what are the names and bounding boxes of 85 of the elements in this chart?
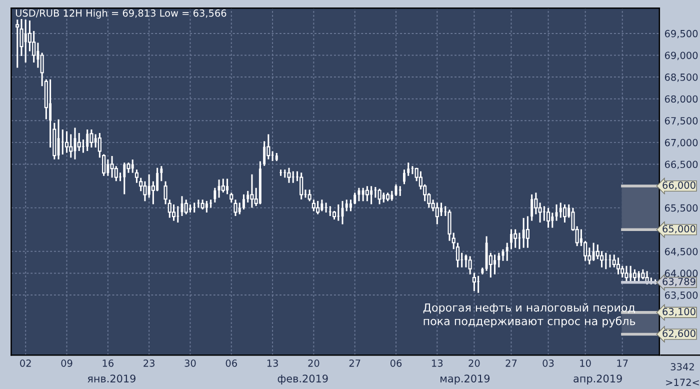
- text: >172<: [666, 378, 699, 386]
- y-tick-label: 65,500: [664, 204, 698, 213]
- x-tick-label: 23: [144, 359, 154, 367]
- y-tick-label: 64,000: [664, 270, 698, 278]
- candlestick: [90, 129, 94, 148]
- y-tick-label: 67,000: [664, 138, 698, 148]
- x-tick-label: 20: [468, 359, 480, 367]
- candlestick: [188, 204, 192, 213]
- candlestick: [184, 200, 188, 214]
- candlestick: [538, 202, 542, 223]
- candlestick: [110, 156, 114, 178]
- candlestick: [324, 202, 328, 213]
- candlestick: [506, 242, 508, 261]
- candlestick: [546, 208, 550, 228]
- ref-line-label: 63,789: [662, 278, 696, 286]
- ref-line-label: 63,100: [662, 308, 696, 316]
- candlestick: [300, 172, 304, 200]
- candlestick: [143, 181, 147, 202]
- candlestick: [205, 200, 208, 213]
- x-tick-label: 27: [349, 359, 360, 367]
- y-tick-label: 63,500: [664, 291, 698, 300]
- candlestick: [498, 252, 500, 268]
- annotation: Дорогая нефть и налоговый период пока поддерживают спрос на рубль: [423, 303, 636, 328]
- candlestick: [350, 200, 352, 212]
- x-tick-label: 09: [61, 359, 72, 367]
- y-tick-label: 68,500: [664, 74, 698, 82]
- y-tick-label: 67,500: [664, 117, 698, 126]
- candlestick: [214, 188, 216, 202]
- candlestick: [160, 166, 163, 182]
- candlestick: [193, 202, 196, 213]
- ref-line-label: 66,000: [662, 181, 696, 190]
- candlestick: [312, 200, 316, 212]
- x-tick-label: 27: [506, 359, 517, 367]
- candlestick: [77, 132, 81, 152]
- y-tick-label: 69,000: [664, 52, 698, 60]
- candlestick: [398, 186, 402, 196]
- candlestick: [345, 200, 348, 212]
- candlestick: [287, 168, 291, 183]
- text: мар.2019: [440, 374, 490, 384]
- x-tick-label: 13: [432, 359, 443, 367]
- x-tick-label: 13: [267, 359, 278, 367]
- ref-line-label: 62,600: [662, 330, 696, 338]
- x-tick-label: 16: [102, 359, 114, 367]
- candlestick: [514, 229, 518, 248]
- x-tick-label: 06: [390, 359, 402, 367]
- candlestick: [358, 188, 360, 202]
- candlestick: [234, 200, 238, 216]
- y-tick-label: 69,500: [664, 30, 698, 38]
- x-tick-label: 30: [184, 359, 196, 367]
- text: фев.2019: [278, 374, 328, 384]
- y-tick-label: 64,500: [664, 248, 698, 256]
- candlestick: [403, 170, 406, 184]
- ref-line-label: 65,000: [662, 225, 696, 234]
- candlestick: [365, 186, 369, 202]
- text: янв.2019: [88, 374, 136, 382]
- candlestick: [242, 194, 245, 210]
- chart-title: USD/RUB 12H High = 69,813 Low = 63,566: [16, 9, 226, 19]
- y-tick-label: 66,500: [664, 160, 698, 170]
- x-tick-label: 03: [542, 359, 554, 367]
- text: апр.2019: [574, 374, 622, 384]
- candlestick: [632, 269, 636, 281]
- x-tick-label: 10: [580, 359, 591, 367]
- candlestick: [263, 141, 266, 166]
- candlestick: [407, 162, 410, 176]
- x-tick-label: 20: [308, 359, 320, 367]
- x-tick-label: 17: [617, 360, 628, 367]
- candlestick: [624, 266, 628, 281]
- candlestick: [16, 20, 20, 68]
- candlestick: [250, 174, 254, 208]
- candlestick: [86, 129, 89, 152]
- x-tick-label: 06: [226, 359, 237, 367]
- candlestick: [616, 258, 620, 274]
- candlestick: [378, 188, 382, 204]
- candlestick: [354, 192, 356, 204]
- x-tick-label: 02: [20, 359, 31, 367]
- candlestick: [308, 190, 312, 202]
- candlestick: [435, 202, 439, 224]
- candlestick: [526, 216, 530, 248]
- candlestick: [472, 272, 476, 291]
- candlestick: [468, 256, 472, 274]
- candlestick: [530, 194, 534, 221]
- candlestick: [316, 200, 320, 214]
- text: 3342: [670, 363, 694, 370]
- candlestick: [562, 204, 567, 223]
- y-tick-label: 68,000: [664, 95, 698, 104]
